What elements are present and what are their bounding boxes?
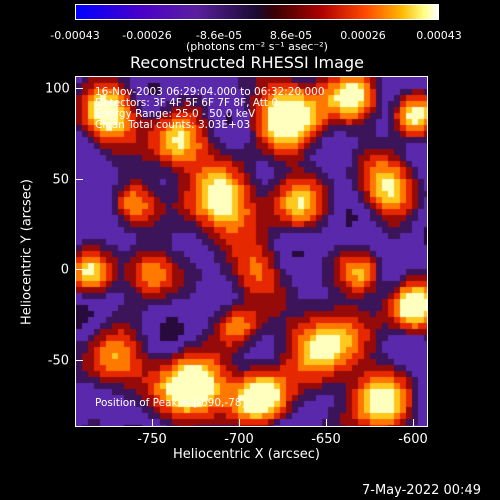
- y-axis-label: Heliocentric Y (arcsec): [19, 179, 35, 325]
- x-tick-label: -600: [398, 432, 428, 447]
- y-tick: [75, 179, 83, 180]
- x-tick: [326, 419, 327, 427]
- x-tick-label: -650: [311, 432, 341, 447]
- time-range-annotation: 16-Nov-2003 06:29:04.000 to 06:32:20.000: [95, 86, 325, 98]
- detectors-annotation: Detectors: 3F 4F 5F 6F 7F 8F, Att 0: [95, 97, 279, 109]
- y-tick-label: -50: [47, 353, 69, 369]
- x-tick: [413, 419, 414, 427]
- y-tick-label: 50: [52, 172, 69, 188]
- y-tick: [75, 269, 83, 270]
- colorbar-tick-label: 0.00043: [416, 29, 462, 42]
- colorbar-tick-label: -8.6e-05: [195, 29, 243, 42]
- y-tick: [75, 88, 83, 89]
- rhessi-heatmap: [76, 77, 427, 426]
- y-tick-label: 100: [45, 81, 70, 97]
- colorbar-tick-label: 8.6e-05: [269, 29, 313, 42]
- x-tick: [239, 419, 240, 427]
- x-tick-label: -700: [224, 432, 254, 447]
- colorbar-tick-label: 0.00026: [340, 29, 386, 42]
- y-tick-label: 0: [60, 262, 69, 278]
- x-tick: [152, 419, 153, 427]
- colorbar: [75, 4, 439, 20]
- image-plot-area: [75, 76, 428, 427]
- colorbar-unit-label: (photons cm⁻² s⁻¹ asec⁻²): [186, 40, 328, 53]
- peak-position-annotation: Position of Peak = [-690,-78]: [95, 397, 246, 409]
- colorbar-tick-label: -0.00043: [50, 29, 100, 42]
- x-tick-label: -750: [137, 432, 167, 447]
- image-title: Reconstructed RHESSI Image: [130, 53, 364, 72]
- clean-counts-annotation: Clean Total counts: 3.03E+03: [95, 119, 251, 131]
- energy-range-annotation: Energy Range: 25.0 - 50.0 keV: [95, 108, 256, 120]
- colorbar-tick-label: -0.00026: [122, 29, 172, 42]
- x-axis-label: Heliocentric X (arcsec): [173, 447, 320, 462]
- y-tick: [75, 360, 83, 361]
- footer-date: 7-May-2022 00:49: [362, 483, 481, 498]
